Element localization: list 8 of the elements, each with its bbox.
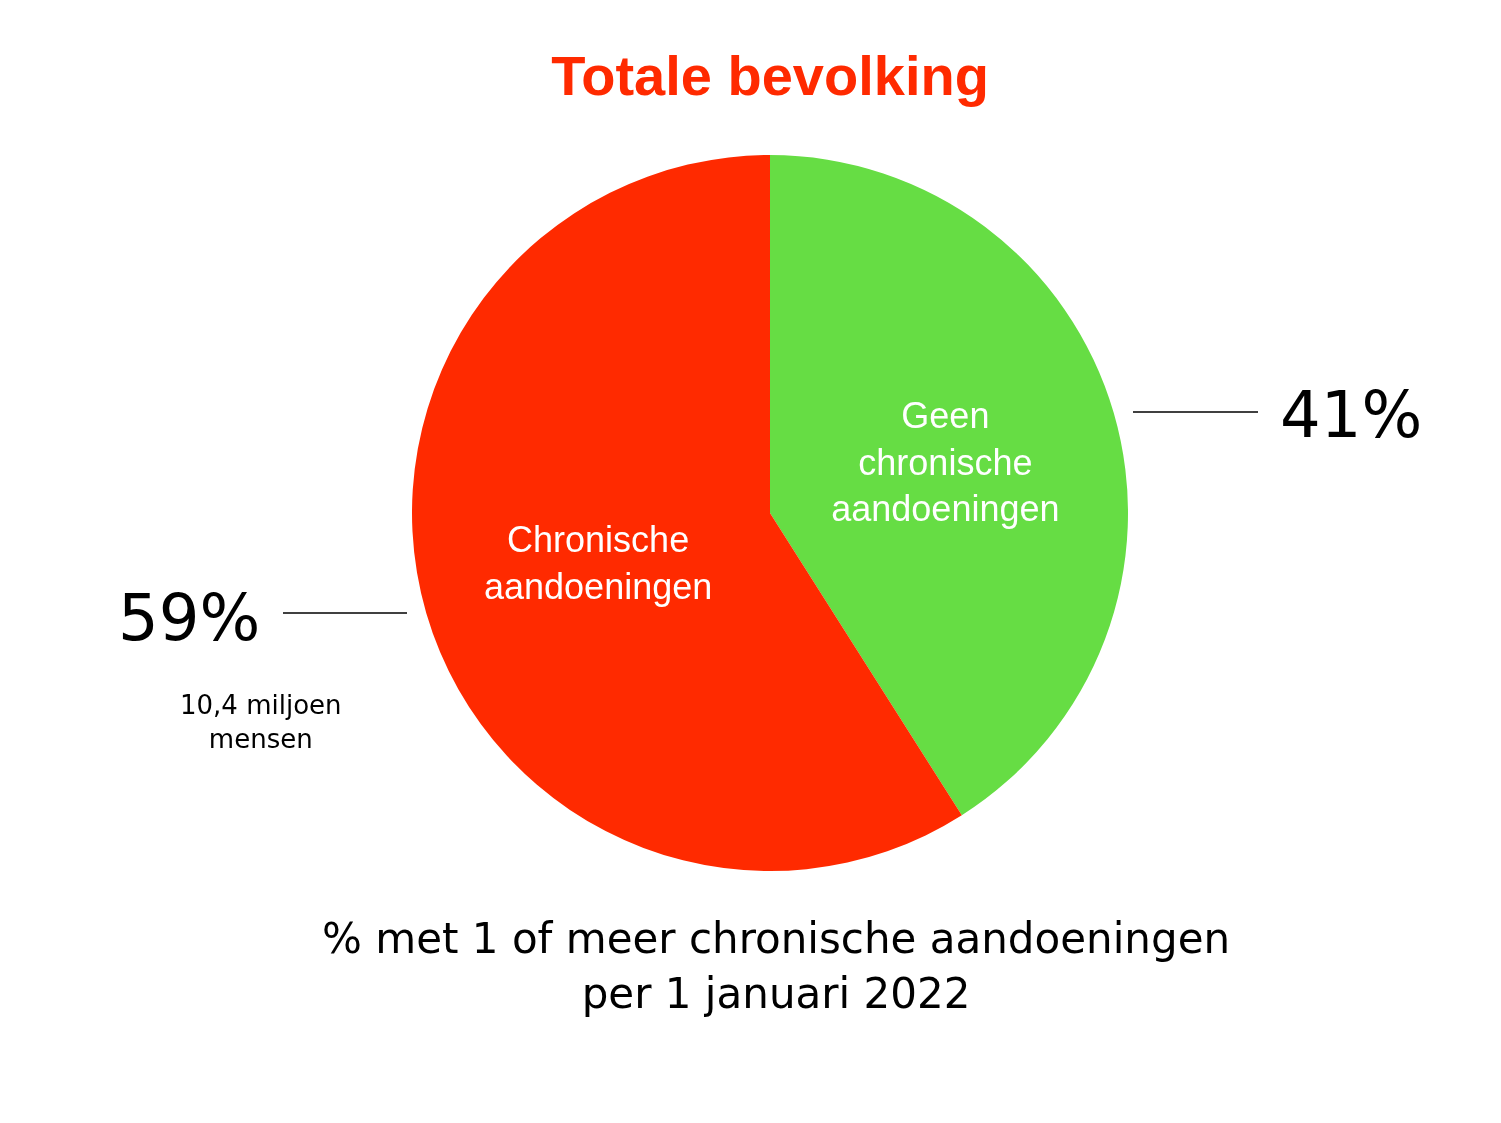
text: % met 1 of meer chronische aandoeningen per 1 januari 2022 xyxy=(322,914,1231,1018)
slice-label: Geen chronische aandoeningen xyxy=(831,394,1060,530)
chart-title: Totale bevolking xyxy=(551,43,989,107)
slice-label: Chronische aandoeningen xyxy=(483,519,713,607)
text: 10,4 miljoen mensen xyxy=(180,690,342,754)
data-label: 41% xyxy=(1280,378,1423,452)
data-label: 59% xyxy=(118,581,261,655)
pie-slice xyxy=(770,155,1128,816)
